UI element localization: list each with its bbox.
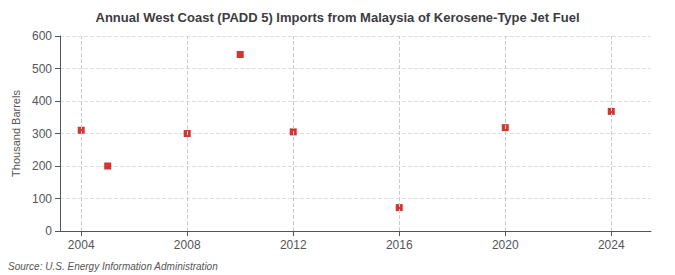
svg-text:100: 100: [32, 192, 52, 206]
svg-text:2020: 2020: [492, 238, 519, 252]
svg-text:2008: 2008: [174, 238, 201, 252]
svg-text:2016: 2016: [386, 238, 413, 252]
svg-text:200: 200: [32, 159, 52, 173]
svg-text:500: 500: [32, 62, 52, 76]
svg-text:2012: 2012: [280, 238, 307, 252]
svg-text:2024: 2024: [598, 238, 625, 252]
svg-text:300: 300: [32, 127, 52, 141]
svg-text:600: 600: [32, 29, 52, 43]
svg-text:Source: U.S. Energy Informatio: Source: U.S. Energy Information Administ…: [8, 261, 218, 272]
svg-text:400: 400: [32, 94, 52, 108]
svg-text:0: 0: [45, 224, 52, 238]
svg-text:Annual West Coast (PADD 5) Imp: Annual West Coast (PADD 5) Imports from …: [96, 10, 580, 25]
svg-text:Thousand Barrels: Thousand Barrels: [10, 90, 22, 177]
svg-text:2004: 2004: [68, 238, 95, 252]
